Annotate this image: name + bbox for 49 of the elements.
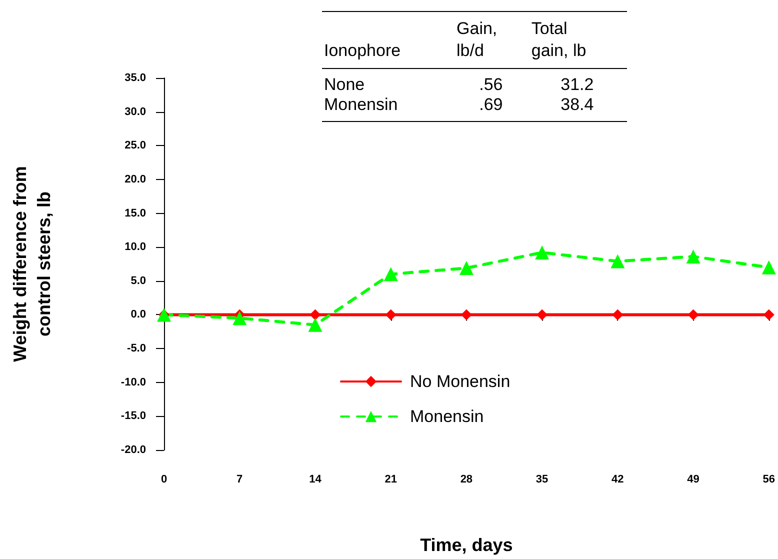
- y-axis-title: Weight difference from control steers, lb: [10, 166, 54, 362]
- annotation: .69: [478, 95, 504, 116]
- y-tick-label: 5.0: [130, 274, 146, 287]
- y-tick-label: 15.0: [124, 207, 146, 220]
- point: [459, 261, 474, 276]
- y-tick-label: 30.0: [124, 106, 146, 118]
- point: [308, 318, 322, 332]
- x-tick-label: 14: [309, 474, 322, 486]
- x-axis-title: Time, days: [420, 535, 513, 555]
- point: [385, 309, 396, 320]
- y-tick-label: -15.0: [120, 410, 146, 422]
- y-tick-label: 20.0: [124, 173, 146, 186]
- x-tick-label: 0: [160, 474, 168, 486]
- text: Gain, lb/d: [456, 19, 498, 60]
- point: [232, 311, 247, 326]
- x-tick-label: 42: [612, 474, 624, 486]
- point: [686, 250, 700, 264]
- y-tick-label: -5.0: [127, 342, 146, 355]
- annotation: 38.4: [560, 95, 595, 116]
- point: [612, 309, 624, 320]
- point: [535, 246, 550, 260]
- point: [384, 267, 398, 282]
- x-tick-label: 21: [384, 474, 397, 486]
- x-tick-label: 49: [687, 474, 700, 486]
- legend-label: Monensin: [410, 407, 484, 426]
- y-tick-label: 10.0: [124, 241, 146, 254]
- text: Ionophore: [324, 41, 401, 60]
- y-tick-label: -10.0: [120, 376, 146, 388]
- x-tick-label: 35: [536, 474, 548, 486]
- point: [610, 254, 625, 268]
- y-tick-label: 35.0: [124, 72, 146, 84]
- text: Total gain, lb: [531, 19, 586, 60]
- point: [310, 309, 321, 320]
- point: [688, 309, 699, 320]
- legend-label: No Monensin: [410, 372, 510, 391]
- point: [762, 260, 776, 274]
- y-tick-label: 0.0: [130, 308, 146, 321]
- point: [763, 309, 774, 320]
- y-tick-label: 25.0: [124, 140, 146, 152]
- annotation: .56: [478, 74, 504, 95]
- annotation: Monensin: [323, 95, 399, 116]
- x-tick-label: 7: [236, 474, 243, 486]
- point: [460, 309, 472, 320]
- x-tick-label: 28: [460, 474, 473, 486]
- y-tick-label: -20.0: [120, 444, 146, 456]
- point: [536, 309, 548, 320]
- annotation: 31.2: [560, 74, 595, 95]
- x-tick-label: 56: [762, 474, 776, 486]
- annotation: None: [323, 74, 366, 95]
